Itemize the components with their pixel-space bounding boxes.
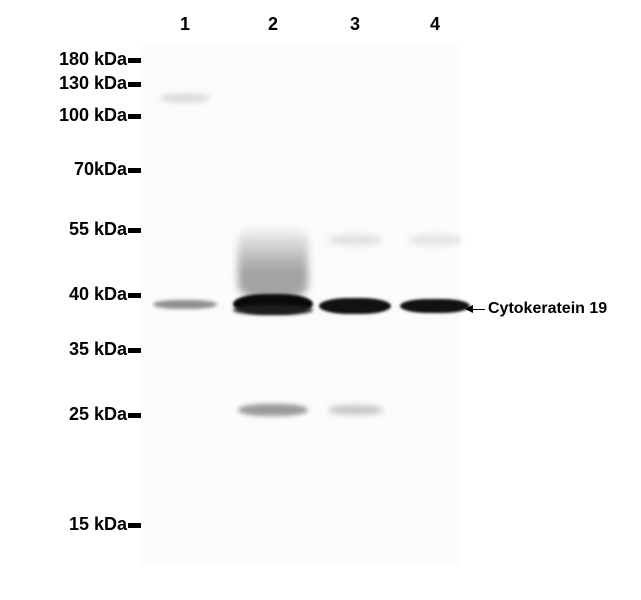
mw-label-8: 15 kDa: [69, 514, 127, 535]
annotation-arrow: [465, 305, 485, 313]
mw-label-3: 70kDa: [74, 159, 127, 180]
band-lane-1-0: [153, 300, 217, 309]
mw-label-6: 35 kDa: [69, 339, 127, 360]
mw-label-2: 100 kDa: [59, 105, 127, 126]
mw-tick-2: [128, 114, 141, 119]
annotation-label: Cytokeratein 19: [488, 300, 607, 318]
band-lane-1-7: [160, 94, 210, 102]
mw-tick-5: [128, 293, 141, 298]
mw-tick-1: [128, 82, 141, 87]
mw-label-0: 180 kDa: [59, 49, 127, 70]
band-lane-2-5: [238, 404, 308, 416]
arrow-line: [473, 309, 485, 310]
mw-label-1: 130 kDa: [59, 73, 127, 94]
lane-label-2: 2: [268, 14, 278, 35]
arrow-head-icon: [465, 305, 473, 313]
mw-tick-0: [128, 58, 141, 63]
mw-tick-6: [128, 348, 141, 353]
band-lane-3-6: [328, 405, 383, 415]
band-lane-3-3: [319, 298, 391, 314]
mw-label-5: 40 kDa: [69, 284, 127, 305]
mw-tick-4: [128, 228, 141, 233]
band-lane-2-2: [233, 305, 313, 315]
lane-label-4: 4: [430, 14, 440, 35]
smear-lane-2: [238, 225, 308, 300]
band-lane-4-9: [408, 235, 463, 245]
lane-label-3: 3: [350, 14, 360, 35]
mw-label-4: 55 kDa: [69, 219, 127, 240]
lane-label-1: 1: [180, 14, 190, 35]
band-lane-4-4: [400, 299, 470, 313]
mw-tick-8: [128, 523, 141, 528]
mw-tick-3: [128, 168, 141, 173]
band-lane-3-8: [328, 235, 383, 245]
mw-label-7: 25 kDa: [69, 404, 127, 425]
mw-tick-7: [128, 413, 141, 418]
